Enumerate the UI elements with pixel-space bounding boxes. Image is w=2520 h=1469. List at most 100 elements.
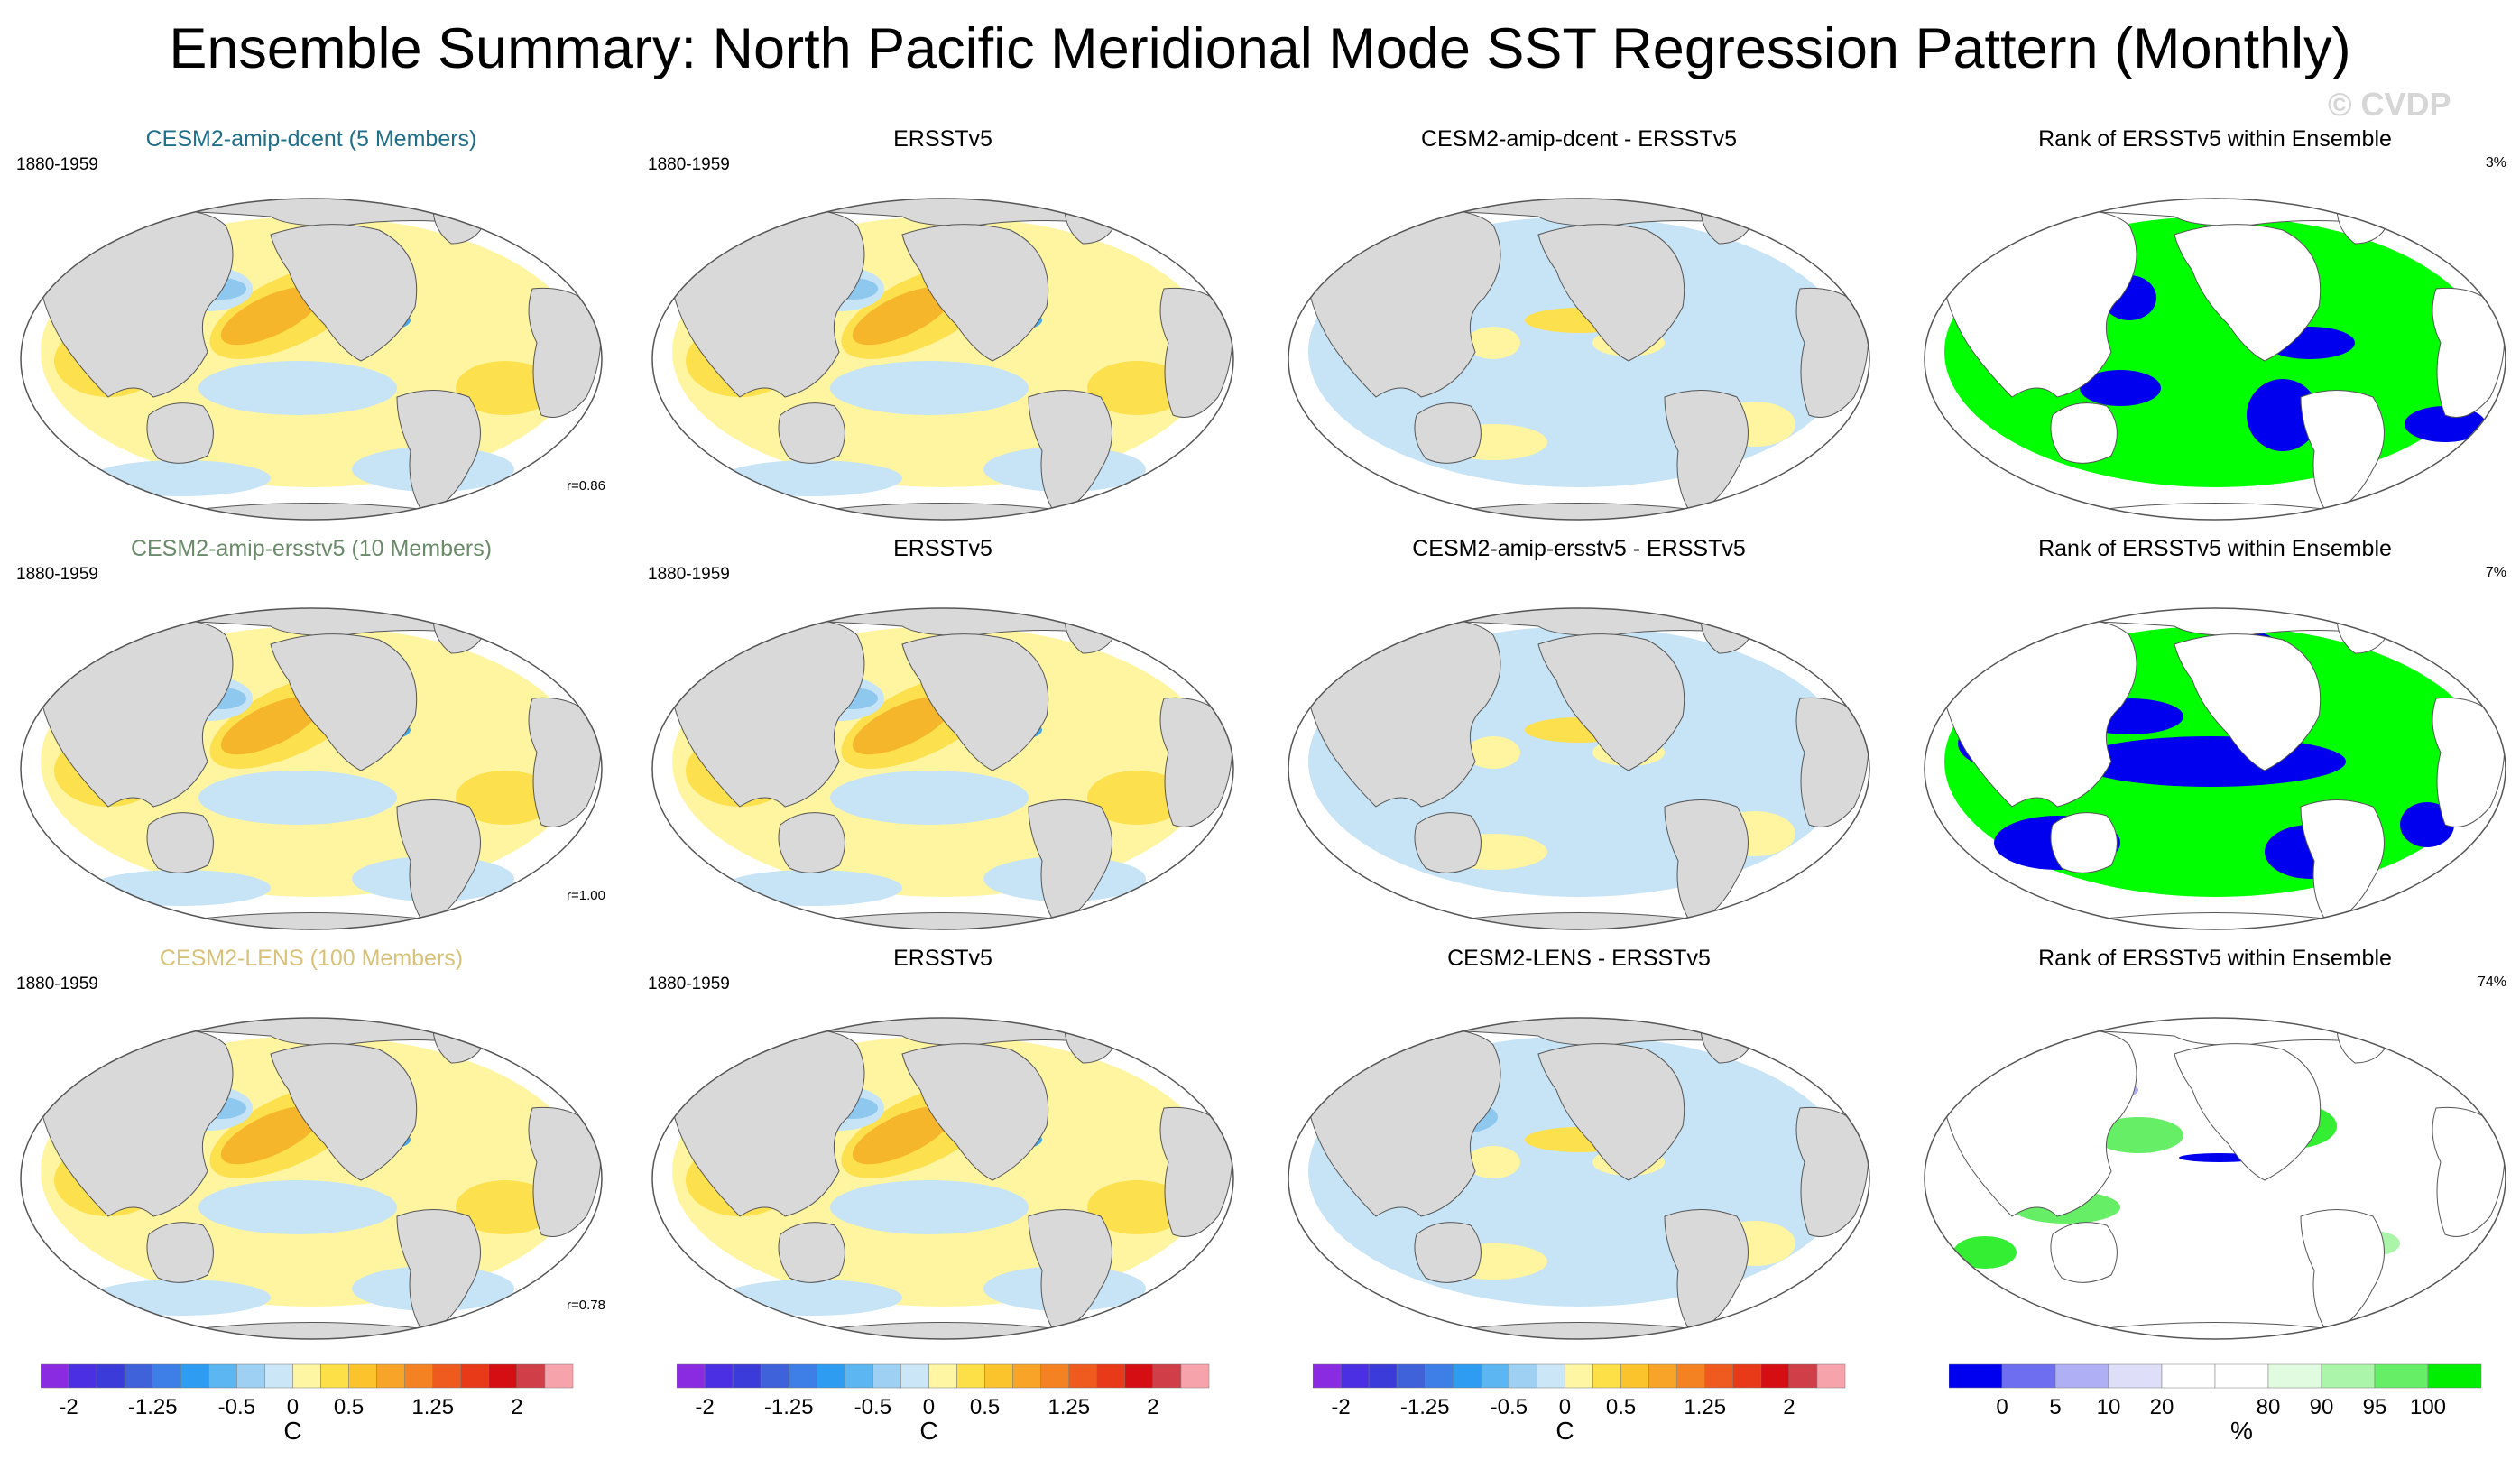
colorbar-tick-label: -0.5 (217, 1395, 256, 1419)
colorbar-swatch (1180, 1363, 1210, 1389)
watermark: © CVDP (2328, 86, 2451, 123)
panel-title: CESM2-amip-ersstv5 (10 Members) (130, 536, 493, 561)
colorbar-tick-label: 0 (1558, 1395, 1572, 1419)
colorbar-swatch (2214, 1363, 2269, 1389)
colorbar-tick-label: 2 (1783, 1395, 1795, 1419)
colorbar-tick-label: 80 (2256, 1395, 2281, 1419)
colorbar-swatch (2108, 1363, 2163, 1389)
colorbar-swatch (677, 1363, 706, 1389)
colorbar-tick-label: 0.5 (333, 1395, 365, 1419)
colorbar-swatch (1732, 1363, 1762, 1389)
colorbar-swatch (2161, 1363, 2216, 1389)
colorbar-tick-label: 2 (1147, 1395, 1159, 1419)
rank-map (1924, 198, 2506, 521)
colorbar-swatch (236, 1363, 265, 1389)
colorbar-swatch (1760, 1363, 1790, 1389)
colorbar-swatch (1068, 1363, 1098, 1389)
colorbar-swatch (817, 1363, 845, 1389)
colorbar-swatch (1152, 1363, 1182, 1389)
rank-map (1924, 1017, 2506, 1340)
sst-map (651, 607, 1234, 930)
colorbar-swatch (760, 1363, 789, 1389)
colorbar-swatch (1509, 1363, 1537, 1389)
colorbar-swatch (2054, 1363, 2109, 1389)
panel-obs: ERSSTv5 1880-1959 (632, 126, 1254, 528)
colorbar-swatch (1648, 1363, 1677, 1389)
panel-title: Rank of ERSSTv5 within Ensemble (2038, 946, 2392, 971)
panel-title: CESM2-amip-dcent - ERSSTv5 (1420, 126, 1738, 152)
colorbar-swatch (845, 1363, 873, 1389)
colorbar-swatch (264, 1363, 293, 1389)
colorbar-swatch (124, 1363, 153, 1389)
panel-period: 1880-1959 (648, 975, 730, 993)
sst-map (20, 1017, 603, 1340)
colorbar-tick-label: 100 (2409, 1395, 2447, 1419)
colorbar-swatch (2001, 1363, 2056, 1389)
panel-title: CESM2-LENS - ERSSTv5 (1447, 946, 1711, 971)
rank-percent: 7% (2485, 565, 2506, 580)
colorbar-swatch (208, 1363, 237, 1389)
colorbar-unit: C (283, 1417, 302, 1445)
colorbar-tick-label: -1.25 (1399, 1395, 1450, 1419)
panel-title: ERSSTv5 (893, 536, 992, 561)
colorbar-swatch (2427, 1363, 2482, 1389)
panel-period: 1880-1959 (648, 565, 730, 584)
colorbar-swatch (292, 1363, 321, 1389)
colorbar-swatch (180, 1363, 209, 1389)
colorbar-tick-label: 1.25 (1048, 1395, 1091, 1419)
rank-colorbar: 0 5 10 20 80 90 95 100% (1949, 1361, 2520, 1469)
colorbar-swatch (704, 1363, 734, 1389)
colorbar-tick-label: -1.25 (763, 1395, 814, 1419)
colorbar-tick-label: 1.25 (411, 1395, 455, 1419)
colorbar-swatch (732, 1363, 762, 1389)
colorbar-swatch (1040, 1363, 1069, 1389)
panel-diff: CESM2-amip-dcent - ERSSTv5 (1268, 126, 1890, 528)
colorbar-swatch (152, 1363, 181, 1389)
colorbar-swatch (41, 1363, 69, 1389)
colorbar-swatch (1340, 1363, 1370, 1389)
colorbar-swatch (432, 1363, 462, 1389)
panel-diff: CESM2-LENS - ERSSTv5 (1268, 946, 1890, 1347)
sst-colorbar: -2 -1.25 -0.5 0 0.5 1.25 2 C (41, 1361, 663, 1469)
colorbar-swatch (1313, 1363, 1342, 1389)
panel-period: 1880-1959 (16, 975, 98, 993)
colorbar-swatch (1949, 1363, 2003, 1389)
sst-map (651, 1017, 1234, 1340)
panel-rank: Rank of ERSSTv5 within Ensemble 3% (1904, 126, 2520, 528)
pattern-correlation: r=0.86 (567, 478, 605, 494)
colorbar-tick-label: 0 (286, 1395, 300, 1419)
sst-colorbar: -2 -1.25 -0.5 0 0.5 1.25 2 C (1313, 1361, 1935, 1469)
colorbar-tick-label: 20 (2149, 1395, 2174, 1419)
colorbar-swatch (376, 1363, 405, 1389)
panel-title: ERSSTv5 (893, 946, 992, 971)
colorbar-swatch (1096, 1363, 1126, 1389)
panel-model: CESM2-amip-dcent (5 Members) 1880-1959 r=0… (0, 126, 623, 528)
colorbar-tick-label: -1.25 (127, 1395, 178, 1419)
colorbar-tick-label: 2 (511, 1395, 523, 1419)
panel-title: Rank of ERSSTv5 within Ensemble (2038, 536, 2392, 561)
page-title: Ensemble Summary: North Pacific Meridion… (169, 17, 2351, 80)
pattern-correlation: r=1.00 (567, 888, 605, 903)
colorbar-unit: % (2230, 1417, 2253, 1445)
colorbar-swatch (1565, 1363, 1593, 1389)
panel-obs: ERSSTv5 1880-1959 (632, 536, 1254, 938)
colorbar-swatch (404, 1363, 433, 1389)
colorbar-swatch (1396, 1363, 1426, 1389)
colorbar-swatch (516, 1363, 546, 1389)
colorbar-tick-label: -2 (695, 1395, 715, 1419)
colorbar-swatch (348, 1363, 377, 1389)
panel-obs: ERSSTv5 1880-1959 (632, 946, 1254, 1347)
sst-map (20, 607, 603, 930)
colorbar-swatch (2374, 1363, 2429, 1389)
colorbar-swatch (1620, 1363, 1649, 1389)
colorbar-swatch (900, 1363, 929, 1389)
rank-percent: 3% (2485, 155, 2506, 171)
sst-map (1288, 607, 1870, 930)
colorbar-swatch (1424, 1363, 1454, 1389)
colorbar-tick-label: 1.25 (1684, 1395, 1727, 1419)
colorbar-swatch (544, 1363, 574, 1389)
rank-map (1924, 607, 2506, 930)
colorbar-swatch (1676, 1363, 1705, 1389)
colorbar-swatch (1012, 1363, 1041, 1389)
colorbar-tick-label: -0.5 (1490, 1395, 1528, 1419)
